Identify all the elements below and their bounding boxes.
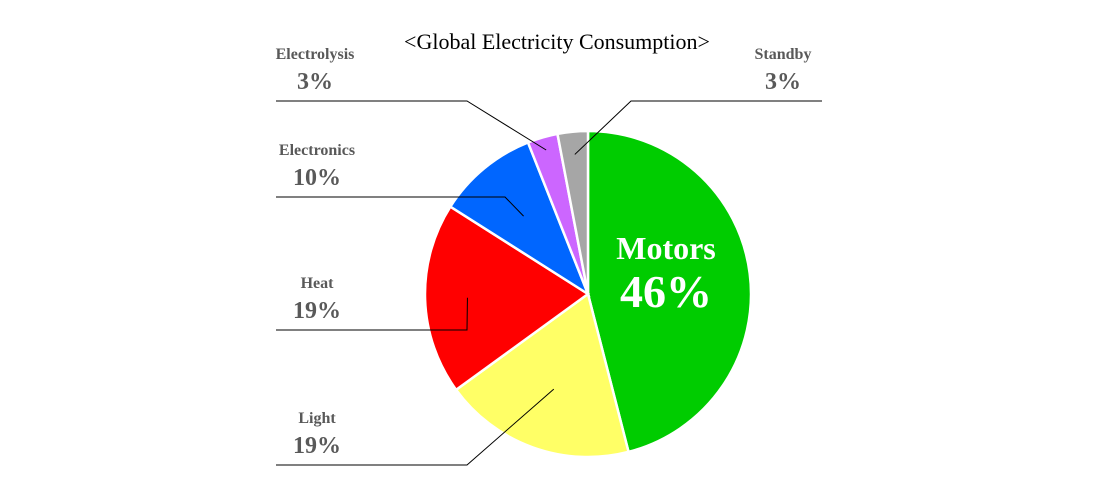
label-light-name: Light: [298, 410, 336, 427]
label-electronics-name: Electronics: [279, 142, 355, 159]
label-standby-name: Standby: [755, 46, 812, 63]
label-motors-name: Motors: [616, 230, 716, 266]
slice-light: [454, 291, 631, 459]
slice-electronics: [448, 140, 591, 298]
label-electrolysis-value: 3%: [297, 69, 333, 95]
slice-motors: [586, 129, 753, 454]
label-motors-value: 46%: [620, 266, 712, 317]
label-electronics-value: 10%: [293, 165, 341, 191]
leader-electrolysis: [276, 100, 547, 151]
label-light-value: 19%: [293, 433, 341, 459]
leader-electronics: [276, 196, 524, 217]
leader-light: [276, 388, 555, 466]
slice-heat: [423, 204, 591, 392]
label-heat-value: 19%: [293, 298, 341, 324]
leader-heat: [276, 297, 468, 331]
chart-title: <Global Electricity Consumption>: [404, 29, 710, 54]
label-standby-value: 3%: [765, 69, 801, 95]
slice-standby: [555, 129, 590, 295]
label-electrolysis-name: Electrolysis: [276, 46, 355, 63]
pie-slices: [423, 129, 753, 459]
leader-standby: [574, 100, 822, 155]
leader-lines: [276, 100, 822, 466]
label-heat-name: Heat: [301, 275, 335, 292]
